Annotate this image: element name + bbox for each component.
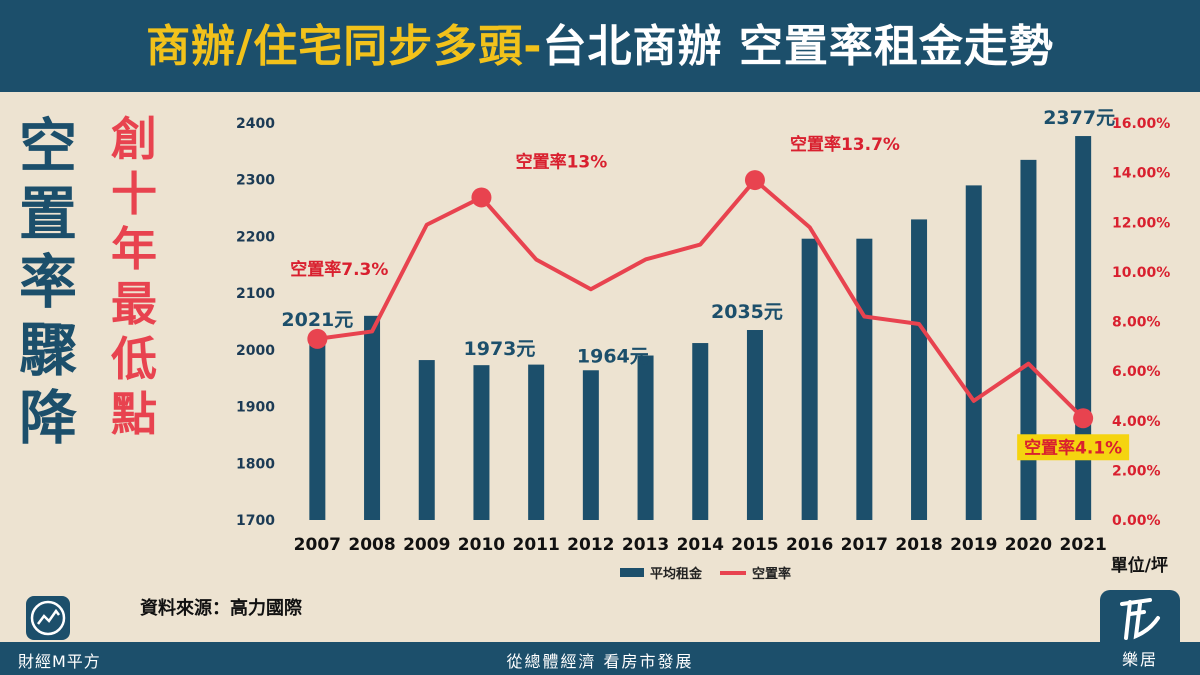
- y-right-tick-label: 8.00%: [1112, 315, 1161, 331]
- side-char: 創: [111, 112, 157, 166]
- x-tick-label: 2021: [1059, 535, 1106, 555]
- rent-bar: [1075, 136, 1092, 520]
- y-left-tick-label: 2400: [236, 116, 275, 132]
- vacancy-rate-point: [1073, 408, 1094, 429]
- title-part2: 台北商辦 空置率租金走勢: [542, 21, 1054, 72]
- rent-bar: [309, 337, 326, 520]
- rent-bar: [364, 315, 381, 520]
- rent-bar: [911, 219, 928, 520]
- bar-value-label: 1973元: [464, 338, 536, 360]
- vacancy-rate-label: 空置率7.3%: [290, 259, 388, 280]
- vacancy-rate-label: 空置率4.1%: [1024, 437, 1122, 458]
- side-char: 率: [18, 248, 77, 316]
- vacancy-rate-point: [307, 328, 328, 349]
- vacancy-rate-label: 空置率13%: [516, 151, 608, 172]
- y-right-tick-label: 4.00%: [1112, 414, 1161, 430]
- x-tick-label: 2019: [950, 535, 997, 555]
- legend-rent-label: 平均租金: [650, 566, 703, 582]
- rent-bar: [582, 370, 599, 520]
- page-title: 商辦/住宅同步多頭-台北商辦 空置率租金走勢: [0, 10, 1200, 74]
- x-tick-label: 2020: [1005, 535, 1052, 555]
- side-phrase-vacancy-drop: 空 置 率 驟 降: [16, 112, 80, 452]
- vacancy-rate-point: [471, 187, 492, 208]
- bar-value-label: 2377元: [1043, 107, 1115, 129]
- y-right-tick-label: 10.00%: [1112, 265, 1170, 281]
- rent-bar: [637, 355, 654, 520]
- y-left-tick-label: 2100: [236, 286, 275, 302]
- y-right-tick-label: 12.00%: [1112, 215, 1170, 231]
- y-left-tick-label: 2300: [236, 173, 275, 189]
- y-right-tick-label: 0.00%: [1112, 513, 1161, 529]
- x-tick-label: 2008: [348, 535, 395, 555]
- x-tick-label: 2011: [512, 535, 559, 555]
- brand-right: 樂居: [1100, 590, 1180, 675]
- rent-bar: [473, 365, 490, 520]
- y-left-tick-label: 1800: [236, 456, 275, 472]
- rent-bar: [418, 360, 435, 520]
- title-part1: 商辦/住宅同步多頭-: [146, 21, 543, 72]
- side-char: 點: [111, 387, 157, 441]
- x-tick-label: 2017: [841, 535, 888, 555]
- unit-label: 單位/坪: [1111, 555, 1168, 576]
- side-phrase-ten-year-low: 創 十 年 最 低 點: [108, 112, 160, 442]
- y-right-tick-label: 16.00%: [1112, 116, 1170, 132]
- side-char: 低: [111, 332, 157, 386]
- x-tick-label: 2015: [731, 535, 778, 555]
- footer-slogan: 從總體經濟 看房市發展: [506, 652, 694, 671]
- rent-bar: [856, 238, 873, 520]
- x-tick-label: 2007: [294, 535, 341, 555]
- y-right-tick-label: 6.00%: [1112, 364, 1161, 380]
- brand-left-name: 財經M平方: [18, 652, 101, 671]
- vacancy-rate-point: [744, 170, 765, 191]
- y-right-tick-label: 2.00%: [1112, 463, 1161, 479]
- vacancy-label-highlight: [1017, 434, 1130, 461]
- bar-value-label: 2035元: [711, 301, 783, 323]
- side-char: 驟: [18, 316, 77, 384]
- x-tick-label: 2010: [458, 535, 505, 555]
- side-char: 年: [111, 222, 157, 276]
- rent-bar: [528, 364, 545, 520]
- data-source: 資料來源：高力國際: [140, 598, 302, 619]
- y-left-tick-label: 1900: [236, 400, 275, 416]
- side-char: 空: [18, 112, 77, 180]
- vacancy-rate-label: 空置率13.7%: [790, 134, 900, 155]
- leju-logo-icon: [1120, 598, 1160, 640]
- side-char: 十: [111, 167, 157, 221]
- x-tick-label: 2009: [403, 535, 450, 555]
- trend-logo-icon: [26, 596, 70, 640]
- y-left-tick-label: 2200: [236, 229, 275, 245]
- y-left-tick-label: 1700: [236, 513, 275, 529]
- x-tick-label: 2012: [567, 535, 614, 555]
- brand-right-name: 樂居: [1121, 650, 1158, 669]
- legend-rent-swatch: [620, 568, 644, 577]
- rent-bar: [801, 238, 818, 520]
- header-bar: [0, 0, 1200, 92]
- vacancy-rate-line: [317, 178, 1085, 420]
- bar-value-label: 1964元: [577, 345, 649, 367]
- side-char: 最: [111, 277, 157, 331]
- x-tick-label: 2018: [895, 535, 942, 555]
- rent-bar: [746, 330, 763, 520]
- rent-bar: [965, 185, 982, 520]
- bar-value-label: 2021元: [281, 309, 353, 331]
- rent-bar: [1020, 159, 1037, 520]
- side-char: 置: [18, 180, 77, 248]
- footer-bar: [0, 642, 1200, 675]
- x-tick-label: 2014: [677, 535, 724, 555]
- y-right-tick-label: 14.00%: [1112, 166, 1170, 182]
- legend-vacancy-label: 空置率: [752, 566, 791, 582]
- side-char: 降: [18, 384, 77, 452]
- y-left-tick-label: 2000: [236, 343, 275, 359]
- x-tick-label: 2016: [786, 535, 833, 555]
- rent-bar: [692, 343, 709, 520]
- x-tick-label: 2013: [622, 535, 669, 555]
